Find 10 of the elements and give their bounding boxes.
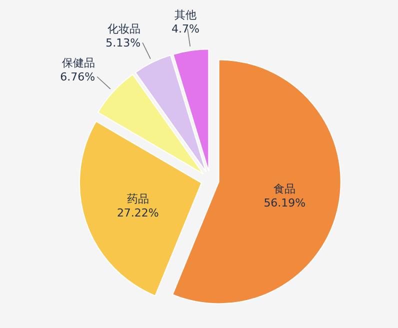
data-label: 4.7%: [172, 22, 200, 36]
data-label: 6.76%: [60, 70, 96, 84]
slice-label: 食品: [274, 182, 296, 196]
data-label: 56.19%: [264, 196, 306, 210]
slice-label: 其他: [174, 8, 196, 22]
slice-label: 化妆品: [108, 22, 141, 36]
slice-label: 保健品: [62, 56, 96, 70]
data-label: 5.13%: [106, 36, 141, 50]
slice-label: 药品: [126, 192, 149, 206]
data-label: 27.22%: [116, 206, 159, 220]
